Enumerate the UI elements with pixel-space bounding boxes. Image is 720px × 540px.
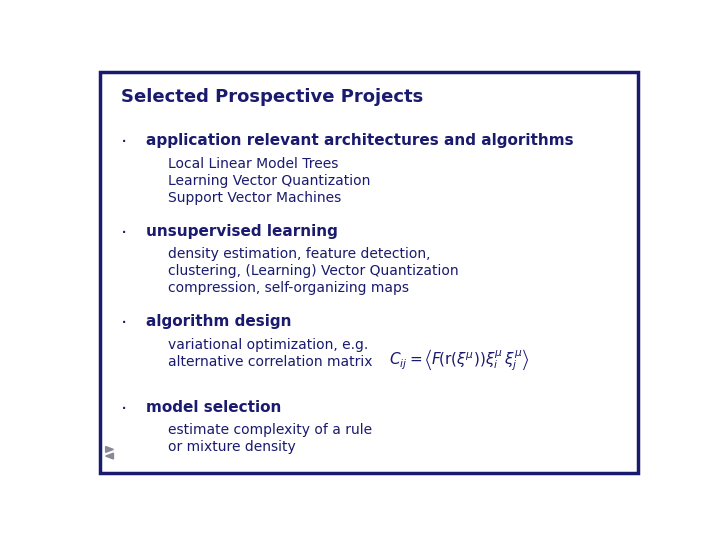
Text: algorithm design: algorithm design — [145, 314, 292, 329]
Text: Local Linear Model Trees: Local Linear Model Trees — [168, 157, 338, 171]
Text: ·: · — [121, 314, 127, 333]
Text: alternative correlation matrix: alternative correlation matrix — [168, 355, 373, 369]
Text: model selection: model selection — [145, 400, 282, 415]
Text: variational optimization, e.g.: variational optimization, e.g. — [168, 338, 369, 352]
Text: ·: · — [121, 224, 127, 242]
Text: density estimation, feature detection,: density estimation, feature detection, — [168, 247, 431, 261]
Text: or mixture density: or mixture density — [168, 440, 296, 454]
Polygon shape — [106, 453, 114, 459]
Text: $C_{ij} = \left\langle F\!\left(\mathrm{r}(\xi^{\mu})\right) \xi^{\mu}_{i}\, \xi: $C_{ij} = \left\langle F\!\left(\mathrm{… — [389, 348, 529, 373]
Text: Support Vector Machines: Support Vector Machines — [168, 191, 341, 205]
Text: compression, self-organizing maps: compression, self-organizing maps — [168, 281, 409, 295]
Text: Learning Vector Quantization: Learning Vector Quantization — [168, 174, 371, 188]
FancyBboxPatch shape — [100, 72, 638, 473]
Text: estimate complexity of a rule: estimate complexity of a rule — [168, 423, 372, 437]
Text: Selected Prospective Projects: Selected Prospective Projects — [121, 87, 423, 106]
Text: ·: · — [121, 400, 127, 419]
Polygon shape — [106, 447, 114, 453]
Text: ·: · — [121, 133, 127, 152]
Text: unsupervised learning: unsupervised learning — [145, 224, 338, 239]
Text: application relevant architectures and algorithms: application relevant architectures and a… — [145, 133, 573, 148]
Text: clustering, (Learning) Vector Quantization: clustering, (Learning) Vector Quantizati… — [168, 265, 459, 279]
